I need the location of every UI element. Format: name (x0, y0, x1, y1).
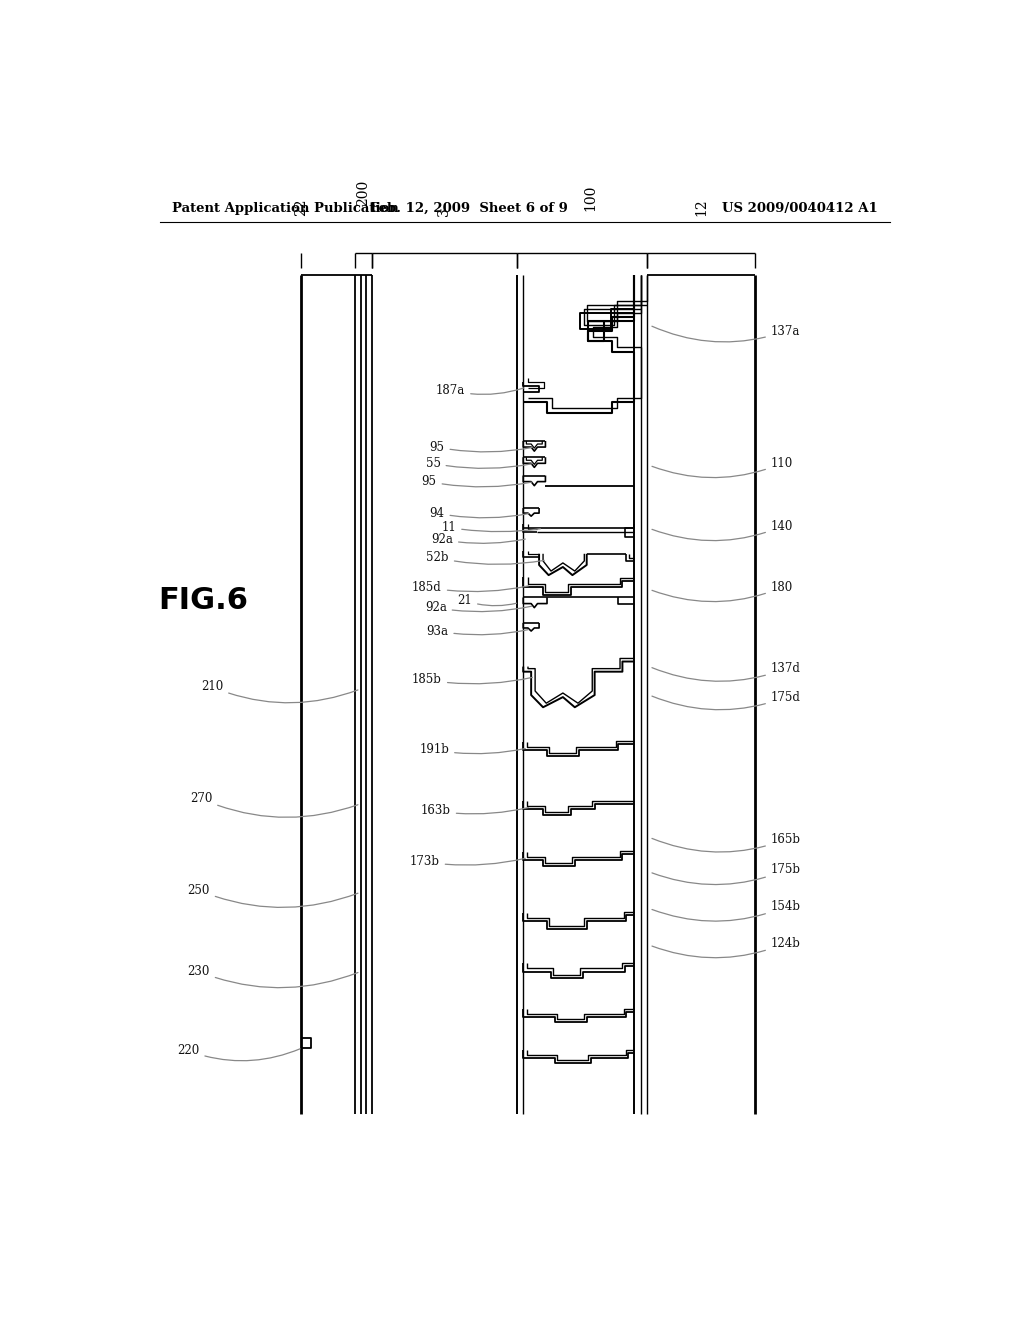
Text: 137a: 137a (652, 325, 800, 342)
Text: 95: 95 (422, 475, 531, 488)
Text: FIG.6: FIG.6 (159, 586, 249, 615)
Text: 173b: 173b (410, 855, 525, 869)
Text: 230: 230 (187, 965, 358, 987)
Text: 92a: 92a (431, 533, 525, 546)
Text: 22: 22 (294, 199, 308, 216)
Text: 220: 220 (177, 1044, 300, 1061)
Text: 163b: 163b (421, 804, 528, 817)
Text: 175d: 175d (652, 690, 801, 710)
Text: 21: 21 (458, 594, 516, 607)
Text: 3: 3 (437, 207, 452, 216)
Text: Patent Application Publication: Patent Application Publication (172, 202, 398, 215)
Text: 11: 11 (441, 521, 541, 533)
Text: 165b: 165b (652, 833, 801, 851)
Text: 93a: 93a (426, 624, 528, 638)
Text: 140: 140 (652, 520, 794, 541)
Text: 270: 270 (189, 792, 358, 817)
Text: 124b: 124b (652, 937, 801, 958)
Text: 55: 55 (426, 457, 531, 470)
Text: 154b: 154b (652, 900, 801, 921)
Text: 110: 110 (652, 457, 793, 478)
Text: 95: 95 (430, 441, 531, 454)
Text: 210: 210 (201, 680, 358, 702)
Text: 137d: 137d (652, 663, 801, 681)
Text: 52b: 52b (426, 552, 545, 565)
Text: 191b: 191b (419, 743, 525, 756)
Text: 12: 12 (694, 199, 708, 216)
Text: 185b: 185b (412, 673, 532, 686)
Text: 175b: 175b (652, 863, 801, 884)
Text: 185d: 185d (412, 581, 528, 594)
Text: US 2009/0040412 A1: US 2009/0040412 A1 (722, 202, 878, 215)
Text: 180: 180 (652, 581, 793, 602)
Text: Feb. 12, 2009  Sheet 6 of 9: Feb. 12, 2009 Sheet 6 of 9 (371, 202, 568, 215)
Text: 92a: 92a (425, 601, 531, 614)
Text: 250: 250 (187, 883, 358, 907)
Text: 200: 200 (356, 180, 371, 206)
Text: 187a: 187a (436, 384, 523, 396)
Text: 94: 94 (430, 507, 528, 520)
Text: 100: 100 (583, 185, 597, 211)
